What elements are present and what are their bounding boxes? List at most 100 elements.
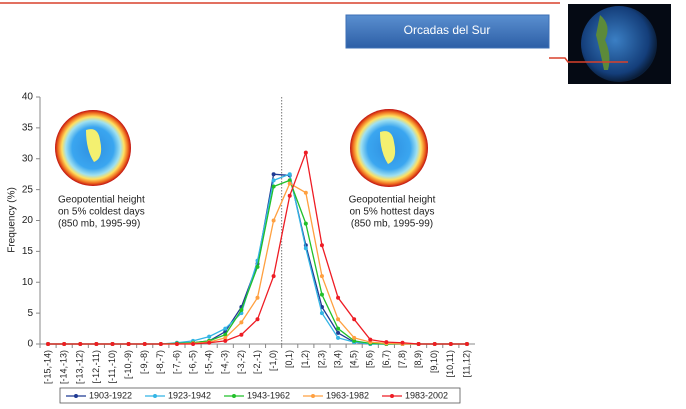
x-tick-label: [-9,-8): [139, 350, 149, 374]
y-tick-label: 0: [27, 339, 33, 350]
x-tick-label: [-14,-13): [59, 350, 69, 384]
legend-marker: [232, 394, 236, 398]
location-label: Orcadas del Sur: [404, 23, 491, 37]
x-tick-label: [9,10): [429, 350, 439, 373]
annotation: (850 mb, 1995-99): [351, 219, 433, 230]
legend-marker: [311, 394, 315, 398]
point: [127, 342, 131, 346]
point: [272, 219, 276, 223]
point: [320, 293, 324, 297]
point: [320, 311, 324, 315]
point: [62, 342, 66, 346]
point: [352, 336, 356, 340]
point: [304, 191, 308, 195]
legend-label: 1983-2002: [405, 390, 448, 400]
x-tick-label: [-10,-9): [123, 350, 133, 379]
point: [272, 178, 276, 182]
point: [175, 342, 179, 346]
point: [288, 172, 292, 176]
legend-label: 1903-1922: [89, 390, 132, 400]
legend-marker: [74, 394, 78, 398]
x-tick-label: [8,9): [413, 350, 423, 368]
x-tick-label: [10,11): [445, 350, 455, 377]
point: [336, 331, 340, 335]
y-tick-label: 5: [27, 308, 33, 319]
x-tick-label: [0,1): [284, 350, 294, 368]
x-tick-label: [-12,-11): [91, 350, 101, 383]
point: [256, 296, 260, 300]
legend-marker: [390, 394, 394, 398]
point: [449, 342, 453, 346]
y-tick-label: 10: [22, 277, 34, 288]
y-tick-label: 30: [22, 153, 34, 164]
point: [272, 274, 276, 278]
point: [401, 341, 405, 345]
point: [239, 320, 243, 324]
point: [239, 308, 243, 312]
point: [352, 317, 356, 321]
point: [336, 327, 340, 331]
x-tick-label: [2,3): [316, 350, 326, 368]
point: [143, 342, 147, 346]
point: [320, 274, 324, 278]
point: [336, 296, 340, 300]
point: [239, 333, 243, 337]
point: [223, 339, 227, 343]
y-tick-label: 15: [22, 246, 34, 257]
y-axis-label: Frequency (%): [7, 187, 18, 253]
x-tick-label: [11,12): [461, 350, 471, 377]
annotation: on 5% hottest days: [349, 207, 434, 218]
point: [304, 222, 308, 226]
point: [272, 172, 276, 176]
y-tick-label: 20: [22, 215, 34, 226]
x-tick-label: [-5,-4): [204, 350, 214, 374]
x-tick-label: [3,4): [332, 350, 342, 368]
annotation: Geopotential height: [349, 195, 436, 206]
point: [320, 243, 324, 247]
point: [159, 342, 163, 346]
point: [465, 342, 469, 346]
x-tick-label: [-13,-12): [75, 350, 85, 384]
point: [288, 181, 292, 185]
x-tick-label: [-15,-14): [42, 350, 52, 384]
x-tick-label: [-4,-3): [220, 350, 230, 374]
annotation: on 5% coldest days: [58, 207, 145, 218]
x-tick-label: [-3,-2): [236, 350, 246, 374]
globe: [581, 6, 657, 82]
legend-marker: [153, 394, 157, 398]
annotation: Geopotential height: [58, 195, 145, 206]
point: [256, 317, 260, 321]
point: [304, 246, 308, 250]
point: [433, 342, 437, 346]
point: [78, 342, 82, 346]
point: [304, 151, 308, 155]
point: [46, 342, 50, 346]
point: [207, 341, 211, 345]
point: [223, 327, 227, 331]
point: [94, 342, 98, 346]
point: [256, 265, 260, 269]
point: [384, 340, 388, 344]
point: [191, 342, 195, 346]
x-tick-label: [-1,0): [268, 350, 278, 371]
page: Orcadas del Sur Frequency (%) 0510152025…: [0, 0, 686, 404]
point: [111, 342, 115, 346]
point: [272, 185, 276, 189]
point: [368, 338, 372, 342]
point: [417, 342, 421, 346]
point: [336, 317, 340, 321]
legend-label: 1943-1962: [247, 390, 290, 400]
x-tick-label: [-8,-7): [155, 350, 165, 374]
y-tick-label: 40: [22, 92, 34, 103]
x-tick-label: [-11,-10): [107, 350, 117, 383]
x-tick-label: [4,5): [349, 350, 359, 368]
annotation: (850 mb, 1995-99): [58, 219, 140, 230]
legend-label: 1923-1942: [168, 390, 211, 400]
x-tick-label: [5,6): [365, 350, 375, 368]
x-tick-label: [7,8): [397, 350, 407, 368]
x-tick-label: [6,7): [381, 350, 391, 368]
legend-label: 1963-1982: [326, 390, 369, 400]
point: [336, 336, 340, 340]
y-tick-label: 35: [22, 123, 34, 134]
x-tick-label: [-2,-1): [252, 350, 262, 374]
